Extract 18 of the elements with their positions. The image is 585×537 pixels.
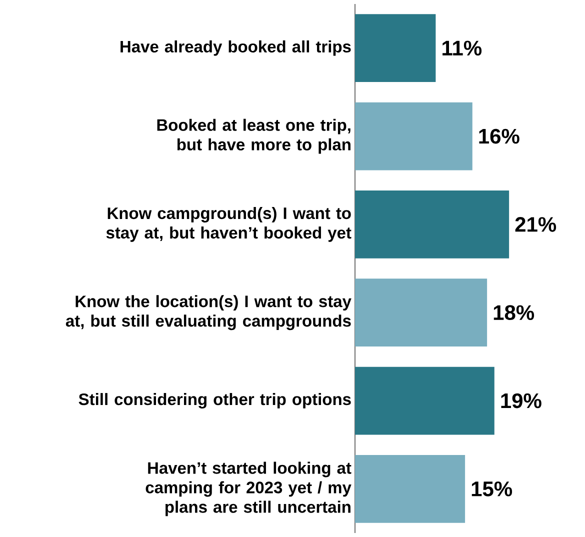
bar [355,102,472,170]
y-tick-label: Have already booked all trips [120,40,351,56]
y-tick-label: Know the location(s) I want to stay at, but still evaluating campgrounds [66,295,352,330]
data-label: 15% [472,482,512,496]
y-tick-label: Haven’t started looking at camping for 2023 yet / my plans are still uncertain [146,462,352,516]
y-tick-label: Booked at least one trip, but have more to plan [157,118,350,154]
bar [355,278,488,347]
bar [355,14,436,82]
y-tick-label: Still considering other trip options [78,393,351,408]
data-label: 19% [501,393,542,408]
data-label: 18% [494,305,534,320]
y-tick-label: Know campground(s) I want to stay at, but haven’t booked yet [106,206,352,242]
bar [355,366,494,435]
bar [355,454,466,523]
data-label: 16% [479,128,520,144]
bar [355,190,510,258]
data-label: 21% [515,217,556,232]
data-label: 11% [442,40,482,56]
